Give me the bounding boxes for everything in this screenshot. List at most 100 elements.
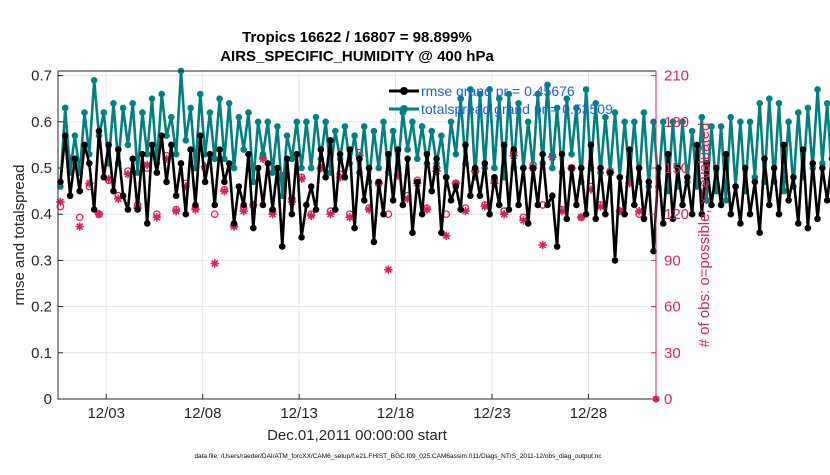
totalspread-point bbox=[351, 132, 358, 139]
rmse-point bbox=[322, 173, 329, 181]
rmse-point bbox=[823, 197, 830, 204]
rmse-point bbox=[577, 164, 585, 172]
totalspread-point bbox=[780, 187, 788, 195]
totalspread-point bbox=[307, 164, 315, 172]
obs-evaluated-point bbox=[152, 213, 162, 222]
x-tick-label: 12/08 bbox=[184, 405, 222, 422]
rmse-point bbox=[110, 187, 117, 195]
totalspread-point bbox=[717, 123, 725, 130]
rmse-point bbox=[447, 197, 455, 204]
totalspread-point bbox=[476, 90, 484, 98]
x-tick-label: 12/28 bbox=[570, 405, 608, 422]
y-tick-label-left: 0.3 bbox=[31, 252, 52, 269]
rmse-point bbox=[312, 206, 320, 213]
obs-evaluated-point bbox=[345, 213, 354, 222]
obs-evaluated-point bbox=[171, 206, 181, 216]
rmse-point bbox=[442, 173, 450, 181]
rmse-point bbox=[327, 136, 334, 144]
obs-evaluated-point bbox=[442, 231, 451, 240]
rmse-point bbox=[105, 141, 112, 149]
rmse-point bbox=[153, 169, 161, 176]
legend-totalspread-marker bbox=[400, 105, 408, 113]
totalspread-point bbox=[119, 104, 127, 112]
totalspread-point bbox=[819, 160, 826, 167]
rmse-point bbox=[278, 243, 286, 250]
obs-evaluated-point bbox=[625, 179, 634, 188]
rmse-point bbox=[428, 187, 436, 195]
rmse-line bbox=[59, 129, 830, 262]
rmse-point bbox=[563, 215, 571, 223]
totalspread-point bbox=[143, 150, 151, 158]
rmse-point bbox=[76, 187, 84, 195]
obs-evaluated-point bbox=[200, 162, 210, 171]
rmse-point bbox=[370, 238, 378, 246]
y-tick-label-left: 0.5 bbox=[31, 160, 52, 177]
totalspread-point bbox=[659, 118, 667, 126]
obs-evaluated-point bbox=[75, 222, 84, 231]
totalspread-point bbox=[303, 118, 310, 126]
totalspread-point bbox=[447, 118, 455, 126]
y-tick-label-left: 0.6 bbox=[31, 114, 52, 131]
totalspread-point bbox=[360, 123, 368, 130]
rmse-point bbox=[775, 210, 783, 218]
obs-evaluated-point bbox=[480, 202, 489, 211]
totalspread-point bbox=[264, 118, 272, 126]
obs-evaluated-point bbox=[586, 185, 596, 194]
rmse-point bbox=[790, 173, 797, 181]
rmse-point bbox=[90, 206, 98, 213]
rmse-point bbox=[225, 160, 233, 167]
rmse-point bbox=[549, 192, 556, 200]
rmse-point bbox=[491, 173, 498, 181]
totalspread-point bbox=[57, 183, 64, 190]
totalspread-point bbox=[794, 109, 802, 116]
rmse-point bbox=[317, 146, 325, 153]
totalspread-point bbox=[568, 150, 575, 158]
obs-evaluated-point bbox=[181, 182, 190, 191]
rmse-point bbox=[413, 178, 421, 186]
totalspread-point bbox=[331, 127, 339, 135]
rmse-point bbox=[95, 127, 103, 135]
rmse-point bbox=[582, 210, 590, 218]
obs-evaluated-point bbox=[634, 206, 644, 216]
totalspread-point bbox=[100, 109, 108, 116]
rmse-point bbox=[196, 132, 204, 139]
rmse-point bbox=[163, 178, 170, 186]
totalspread-point bbox=[139, 109, 146, 116]
obs-evaluated-point bbox=[596, 202, 605, 211]
x-tick-label: 12/18 bbox=[377, 405, 415, 422]
totalspread-point bbox=[134, 169, 141, 176]
rmse-point bbox=[172, 192, 180, 200]
y-tick-label-left: 0.1 bbox=[31, 345, 52, 362]
totalspread-point bbox=[211, 155, 219, 163]
rmse-point bbox=[66, 192, 74, 200]
rmse-point bbox=[732, 183, 739, 190]
rmse-point bbox=[423, 150, 431, 158]
totalspread-point bbox=[206, 109, 214, 116]
obs-evaluated-point bbox=[297, 174, 306, 183]
rmse-point bbox=[664, 150, 672, 158]
totalspread-point bbox=[322, 118, 329, 126]
series-layer bbox=[56, 67, 830, 403]
rmse-point bbox=[168, 141, 175, 149]
rmse-point bbox=[380, 210, 387, 218]
rmse-point bbox=[81, 141, 88, 149]
left-y-axis: 0 0.1 0.2 0.3 0.4 0.5 0.6 0.7 bbox=[31, 68, 63, 408]
rmse-point bbox=[230, 220, 238, 227]
rmse-point bbox=[467, 192, 474, 200]
totalspread-point bbox=[452, 150, 460, 158]
totalspread-point bbox=[71, 132, 79, 139]
totalspread-point bbox=[293, 118, 301, 126]
rmse-point bbox=[539, 150, 546, 158]
x-axis-label: Dec.01,2011 00:00:00 start bbox=[267, 427, 448, 444]
totalspread-line bbox=[59, 69, 830, 202]
totalspread-point bbox=[413, 155, 421, 163]
totalspread-point bbox=[708, 123, 715, 130]
obs-evaluated-point bbox=[268, 210, 277, 219]
rmse-point bbox=[679, 201, 686, 209]
totalspread-point bbox=[630, 118, 638, 126]
rmse-point bbox=[293, 150, 301, 158]
totalspread-point bbox=[602, 113, 609, 121]
rmse-point bbox=[100, 173, 108, 181]
rmse-point bbox=[621, 210, 628, 218]
rmse-point bbox=[438, 229, 445, 236]
